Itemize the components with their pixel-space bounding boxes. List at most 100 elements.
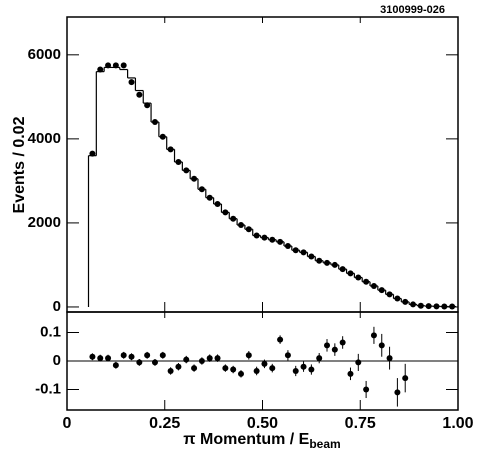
data-point [355,274,362,281]
data-point [370,282,377,289]
top-frame [66,16,459,313]
x-tick-label: 0.25 [149,415,180,432]
data-point [410,301,417,308]
data-point [151,359,158,366]
data-point [97,66,104,73]
data-point [269,365,276,372]
data-point [105,62,112,69]
data-point [198,358,205,364]
data-point [261,234,268,241]
data-point [277,336,284,343]
data-point [89,353,96,360]
data-point [402,298,409,305]
x-tick-label: 0.50 [247,415,278,432]
data-point [300,249,307,256]
data-point [230,215,237,222]
data-point [89,150,96,157]
data-point [222,209,229,216]
y-tick-label: 0 [53,298,61,315]
data-point [363,386,370,393]
data-point [261,360,268,367]
data-point [308,253,315,260]
data-point [316,257,323,264]
data-point [277,238,284,245]
data-point [175,363,182,370]
data-point [230,366,237,373]
data-point [144,102,151,109]
data-point [105,355,112,362]
data-point [331,346,338,353]
data-point [331,261,338,268]
data-point [324,259,331,266]
x-axis-label-sub: beam [309,437,340,451]
x-tick-label: 0 [63,415,72,432]
data-point [417,302,424,309]
data-point [120,352,127,359]
data-point [347,270,354,277]
data-point [206,355,213,362]
data-point [378,287,385,294]
data-point [339,266,346,273]
data-point [370,332,377,339]
x-axis-label: π Momentum / Ebeam [183,431,340,451]
data-point [136,359,143,366]
data-point [386,291,393,298]
data-point [378,342,385,349]
data-point [237,222,244,229]
data-point [300,363,307,370]
data-point [151,119,158,126]
data-point [183,167,190,174]
data-point [284,243,291,250]
data-point [97,355,104,362]
data-point [339,339,346,346]
data-point [355,359,362,366]
data-point [136,91,143,98]
data-point [245,226,252,233]
data-point [292,367,299,374]
data-point [386,355,393,362]
data-point [253,232,260,239]
y-axis-label: Events / 0.02 [11,116,28,213]
data-point [316,355,323,362]
y-tick-label: -0.1 [35,380,61,397]
data-point [206,194,213,201]
data-point [191,175,198,182]
data-point [159,133,166,140]
data-point [167,367,174,374]
data-point [183,356,190,363]
data-point [214,201,221,208]
data-point [433,303,440,310]
x-axis-label-main: π Momentum / E [183,431,309,448]
data-point [245,352,252,359]
data-point [402,375,409,382]
annotation: 3100999-026 [380,4,445,16]
data-point [363,278,370,285]
data-point [128,79,135,86]
data-point [284,352,291,359]
y-tick-label: 6000 [28,46,61,63]
data-point [128,353,135,360]
data-point [112,362,119,369]
data-point [175,158,182,165]
y-tick-label: 0 [53,352,61,369]
data-point [191,365,198,372]
data-point [394,295,401,302]
data-point [269,236,276,243]
y-tick-label: 0.1 [40,323,61,340]
data-point [144,352,151,359]
data-point [253,367,260,374]
data-point [324,342,331,349]
x-tick-label: 1.00 [442,415,473,432]
data-point [425,303,432,310]
y-tick-label: 2000 [28,214,61,231]
data-point [120,62,127,69]
data-point [198,186,205,193]
data-point [112,62,119,69]
data-point [347,370,354,377]
data-point [237,370,244,377]
data-point [292,247,299,254]
data-point [214,355,221,362]
data-point [441,303,448,310]
data-point [308,366,315,373]
